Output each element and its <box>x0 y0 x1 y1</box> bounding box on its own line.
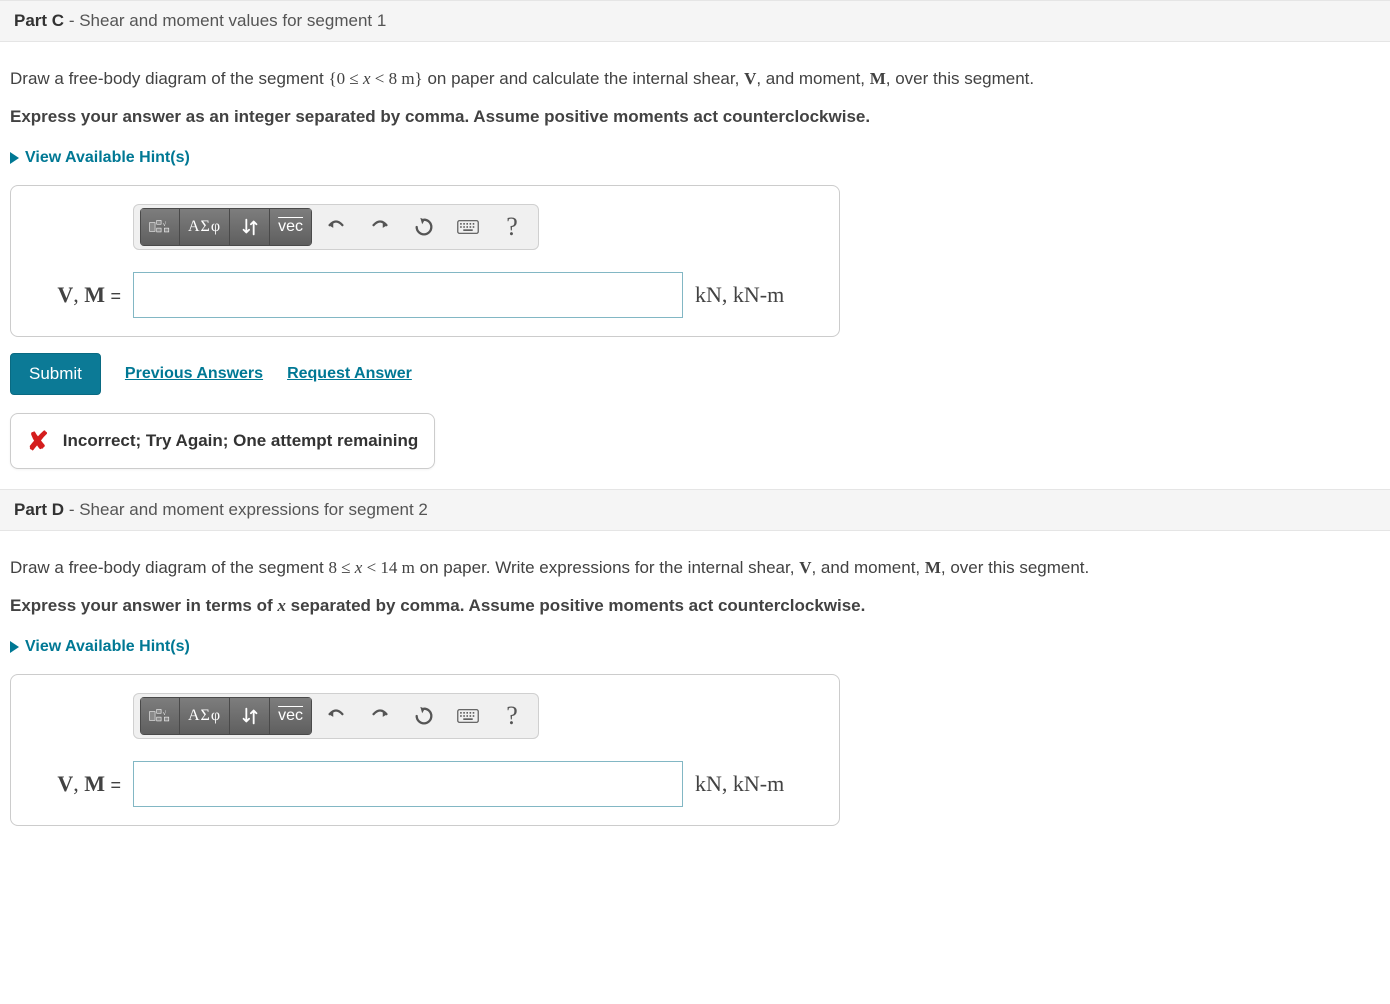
part-c-answer-panel: √ ΑΣφ vec <box>10 185 840 337</box>
redo-icon <box>369 705 391 727</box>
units-label: kN, kN-m <box>695 282 784 308</box>
help-button[interactable]: ? <box>492 208 532 246</box>
part-d-header: Part D - Shear and moment expressions fo… <box>0 489 1390 531</box>
svg-text:√: √ <box>163 710 167 717</box>
keyboard-button[interactable] <box>448 697 488 735</box>
part-d-label: Part D <box>14 500 64 519</box>
svg-text:√: √ <box>163 221 167 228</box>
feedback-box: ✘ Incorrect; Try Again; One attempt rema… <box>10 413 435 469</box>
subscript-superscript-button[interactable] <box>230 208 270 246</box>
caret-right-icon <box>10 152 19 164</box>
part-d-answer-panel: √ ΑΣφ vec <box>10 674 840 826</box>
answer-variable-label: V, M = <box>25 771 121 797</box>
format-templates-button[interactable]: √ <box>140 208 180 246</box>
part-c-body: Draw a free-body diagram of the segment … <box>0 42 1390 489</box>
undo-button[interactable] <box>316 208 356 246</box>
keyboard-button[interactable] <box>448 208 488 246</box>
part-d-format-instructions: Express your answer in terms of x separa… <box>10 593 1380 619</box>
part-d-answer-input[interactable] <box>133 761 683 807</box>
subscript-superscript-button[interactable] <box>230 697 270 735</box>
reset-button[interactable] <box>404 208 444 246</box>
request-answer-link[interactable]: Request Answer <box>287 365 412 383</box>
part-c-instructions: Draw a free-body diagram of the segment … <box>10 66 1380 92</box>
undo-button[interactable] <box>316 697 356 735</box>
subsup-icon <box>239 705 261 727</box>
vector-button[interactable]: vec <box>270 697 312 735</box>
redo-button[interactable] <box>360 697 400 735</box>
reset-button[interactable] <box>404 697 444 735</box>
answer-variable-label: V, M = <box>25 282 121 308</box>
templates-icon: √ <box>149 216 171 238</box>
view-hints-link[interactable]: View Available Hint(s) <box>10 149 190 167</box>
submit-button[interactable]: Submit <box>10 353 101 395</box>
equation-toolbar: √ ΑΣφ vec <box>133 204 539 250</box>
equation-toolbar: √ ΑΣφ vec <box>133 693 539 739</box>
part-c-label: Part C <box>14 11 64 30</box>
caret-right-icon <box>10 641 19 653</box>
units-label: kN, kN-m <box>695 771 784 797</box>
part-c-actions: Submit Previous Answers Request Answer <box>10 353 1380 395</box>
redo-button[interactable] <box>360 208 400 246</box>
part-c-answer-input[interactable] <box>133 272 683 318</box>
part-c-header: Part C - Shear and moment values for seg… <box>0 0 1390 42</box>
templates-icon: √ <box>149 705 171 727</box>
part-d-body: Draw a free-body diagram of the segment … <box>0 531 1390 846</box>
help-button[interactable]: ? <box>492 697 532 735</box>
feedback-text: Incorrect; Try Again; One attempt remain… <box>63 431 419 451</box>
keyboard-icon <box>457 705 479 727</box>
previous-answers-link[interactable]: Previous Answers <box>125 365 263 383</box>
greek-symbols-button[interactable]: ΑΣφ <box>180 208 230 246</box>
undo-icon <box>325 705 347 727</box>
view-hints-link[interactable]: View Available Hint(s) <box>10 638 190 656</box>
reset-icon <box>413 705 435 727</box>
part-d-title: - Shear and moment expressions for segme… <box>69 500 428 519</box>
part-c-format-instructions: Express your answer as an integer separa… <box>10 104 1380 130</box>
part-d-instructions: Draw a free-body diagram of the segment … <box>10 555 1380 581</box>
part-d-input-row: V, M = kN, kN-m <box>25 761 825 807</box>
undo-icon <box>325 216 347 238</box>
format-templates-button[interactable]: √ <box>140 697 180 735</box>
part-c-input-row: V, M = kN, kN-m <box>25 272 825 318</box>
keyboard-icon <box>457 216 479 238</box>
greek-symbols-button[interactable]: ΑΣφ <box>180 697 230 735</box>
incorrect-icon: ✘ <box>27 428 49 454</box>
redo-icon <box>369 216 391 238</box>
reset-icon <box>413 216 435 238</box>
subsup-icon <box>239 216 261 238</box>
part-c-title: - Shear and moment values for segment 1 <box>69 11 387 30</box>
vector-button[interactable]: vec <box>270 208 312 246</box>
